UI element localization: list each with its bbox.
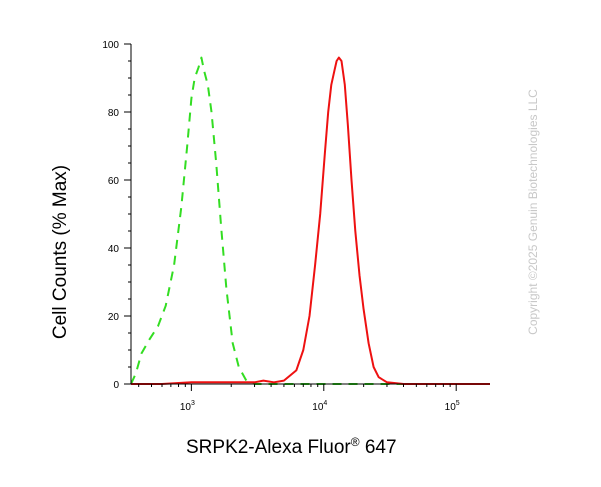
x-tick-label: 103 <box>180 400 195 413</box>
y-axis-title: Cell Counts (% Max) <box>50 165 71 339</box>
y-tick-label: 0 <box>113 380 119 391</box>
series-line-1 <box>130 56 490 385</box>
x-tick-label: 104 <box>312 400 327 413</box>
y-tick-label: 40 <box>108 244 120 255</box>
y-tick-label: 60 <box>108 176 120 187</box>
y-tick-label: 20 <box>108 312 120 323</box>
series-line-2 <box>131 56 490 385</box>
x-tick-label: 105 <box>445 400 460 413</box>
y-tick-label: 100 <box>102 40 119 51</box>
x-axis-title-main: SRPK2-Alexa Fluor <box>186 437 351 458</box>
x-axis-title-suffix: 647 <box>360 437 397 458</box>
x-axis-title: SRPK2-Alexa Fluor® 647 <box>186 435 397 458</box>
y-tick-label: 80 <box>108 108 120 119</box>
series-layer <box>130 56 490 385</box>
labels-layer: Cell Counts (% Max) SRPK2-Alexa Fluor® 6… <box>50 89 540 458</box>
axes-layer <box>130 44 490 385</box>
ticks-layer: 0 20 40 60 80 100 103 104 105 <box>102 40 459 413</box>
copyright-watermark: Copyright ©2025 Genuin Biotechnologies L… <box>526 89 540 335</box>
x-axis-title-registered: ® <box>351 435 360 449</box>
